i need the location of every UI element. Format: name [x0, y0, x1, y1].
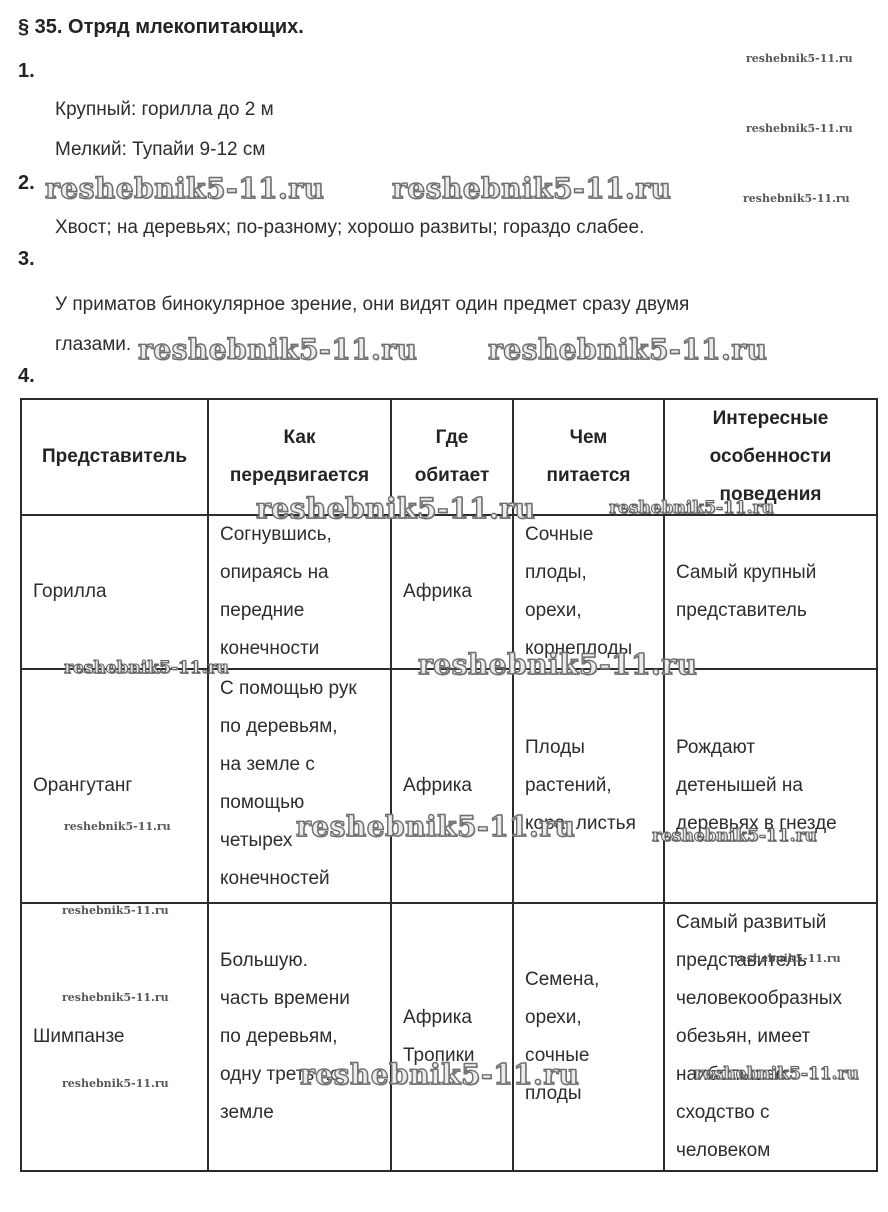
watermark: reshebnik5-11.ru — [746, 52, 853, 65]
cell-habitat: Африка Тропики — [390, 902, 514, 1172]
item-1-number: 1. — [18, 60, 35, 82]
item-3-number: 3. — [18, 248, 35, 270]
cell-movement: Большую. часть времени по деревьям, одну… — [207, 902, 392, 1172]
item-1-answer: Крупный: горилла до 2 м Мелкий: Тупайи 9… — [55, 99, 274, 160]
cell-behavior: Самый крупный представитель — [663, 514, 878, 670]
item-4-number: 4. — [18, 365, 35, 387]
cell-movement: Согнувшись, опираясь на передние конечно… — [207, 514, 392, 670]
table-row-gorilla: Горилла Согнувшись, опираясь на передние… — [20, 514, 878, 670]
cell-movement: С помощью рук по деревьям, на земле с по… — [207, 668, 392, 904]
answers-table: Представитель Как передвигается Где обит… — [20, 398, 878, 1172]
cell-name: Шимпанзе — [20, 902, 209, 1172]
table-row-orangutan: Орангутанг С помощью рук по деревьям, на… — [20, 668, 878, 904]
col-header-behavior: Интересные особенности поведения — [663, 398, 878, 516]
cell-name: Горилла — [20, 514, 209, 670]
table-row-chimpanzee: Шимпанзе Большую. часть времени по дерев… — [20, 902, 878, 1172]
item-2-answer: Хвост; на деревьях; по-разному; хорошо р… — [55, 217, 645, 238]
cell-food: Сочные плоды, орехи, корнеплоды — [512, 514, 665, 670]
col-header-movement: Как передвигается — [207, 398, 392, 516]
table-header-row: Представитель Как передвигается Где обит… — [20, 398, 878, 516]
col-header-representative: Представитель — [20, 398, 209, 516]
watermark: reshebnik5-11.ru — [44, 171, 325, 205]
cell-food: Семена, орехи, сочные плоды — [512, 902, 665, 1172]
col-header-food: Чем питается — [512, 398, 665, 516]
cell-habitat: Африка — [390, 668, 514, 904]
watermark: reshebnik5-11.ru — [391, 171, 672, 205]
watermark: reshebnik5-11.ru — [743, 192, 850, 205]
item-3-answer: У приматов бинокулярное зрение, они видя… — [55, 294, 690, 355]
col-header-habitat: Где обитает — [390, 398, 514, 516]
cell-name: Орангутанг — [20, 668, 209, 904]
item-2-number: 2. — [18, 172, 35, 194]
cell-behavior: Самый развитый представитель человекообр… — [663, 902, 878, 1172]
cell-behavior: Рождают детенышей на деревьях в гнезде — [663, 668, 878, 904]
watermark: reshebnik5-11.ru — [746, 122, 853, 135]
cell-habitat: Африка — [390, 514, 514, 670]
page-title: § 35. Отряд млекопитающих. — [18, 16, 304, 38]
cell-food: Плоды растений, кора, листья — [512, 668, 665, 904]
